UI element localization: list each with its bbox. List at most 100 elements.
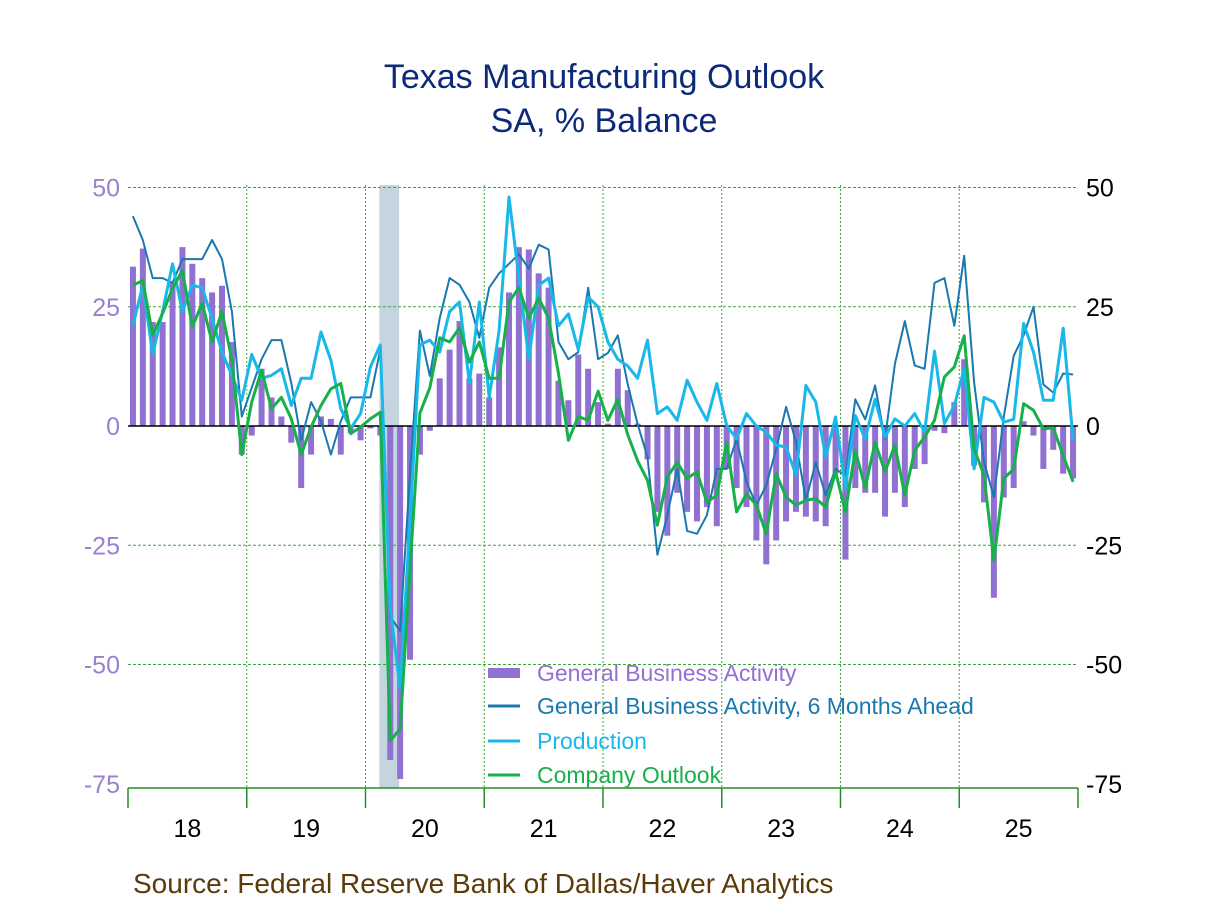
- bar-general-business-activity: [1050, 426, 1057, 450]
- y-tick-label-right: -25: [1086, 532, 1122, 560]
- legend-swatch-bar: [488, 668, 520, 678]
- bar-general-business-activity: [644, 426, 651, 460]
- legend-label: General Business Activity: [537, 660, 797, 686]
- bar-general-business-activity: [891, 426, 898, 493]
- x-tick-label: 23: [767, 815, 795, 843]
- bar-general-business-activity: [654, 426, 661, 512]
- x-tick-label: 18: [173, 815, 201, 843]
- bar-general-business-activity: [674, 426, 681, 493]
- bar-general-business-activity: [1000, 426, 1007, 498]
- bar-general-business-activity: [802, 426, 809, 517]
- bar-general-business-activity: [199, 278, 206, 426]
- bar-general-business-activity: [832, 426, 839, 474]
- bar-general-business-activity: [327, 418, 334, 426]
- bar-general-business-activity: [446, 349, 453, 426]
- x-tick-label: 20: [411, 815, 439, 843]
- bar-general-business-activity: [743, 426, 750, 508]
- bar-general-business-activity: [337, 426, 344, 455]
- bar-general-business-activity: [822, 426, 829, 527]
- bar-general-business-activity: [585, 368, 592, 426]
- x-tick-label: 25: [1005, 815, 1033, 843]
- bar-general-business-activity: [990, 426, 997, 598]
- bar-general-business-activity: [258, 368, 265, 426]
- bar-general-business-activity: [288, 426, 295, 443]
- bar-general-business-activity: [812, 426, 819, 522]
- bar-general-business-activity: [456, 321, 463, 426]
- y-tick-label-right: 25: [1086, 294, 1114, 322]
- bar-general-business-activity: [1060, 426, 1067, 474]
- bar-general-business-activity: [515, 247, 522, 426]
- bar-general-business-activity: [773, 426, 780, 541]
- bar-general-business-activity: [268, 397, 275, 426]
- bar-general-business-activity: [367, 426, 374, 429]
- bar-general-business-activity: [397, 426, 404, 779]
- bar-general-business-activity: [961, 359, 968, 426]
- y-tick-label-right: 0: [1086, 413, 1100, 441]
- bar-general-business-activity: [535, 273, 542, 426]
- line-company-outlook: [132, 269, 1075, 743]
- bar-general-business-activity: [575, 354, 582, 426]
- bar-general-business-activity: [228, 342, 235, 426]
- x-tick-label: 22: [648, 815, 676, 843]
- bar-general-business-activity: [545, 287, 552, 426]
- y-tick-label-left: -75: [84, 771, 120, 799]
- bar-general-business-activity: [921, 426, 928, 465]
- bar-general-business-activity: [149, 322, 156, 426]
- bar-general-business-activity: [466, 378, 473, 426]
- x-tick-label: 19: [292, 815, 320, 843]
- chart-subtitle: SA, % Balance: [490, 102, 718, 140]
- y-tick-label-right: -75: [1086, 771, 1122, 799]
- y-tick-label-left: 25: [92, 294, 120, 322]
- bar-general-business-activity: [139, 248, 146, 426]
- bar-general-business-activity: [565, 400, 572, 426]
- line-general-business-activity-6-months-ahead: [131, 215, 1074, 633]
- bar-general-business-activity: [1040, 426, 1047, 469]
- bar-general-business-activity: [505, 292, 512, 426]
- bar-general-business-activity: [129, 266, 136, 426]
- y-tick-label-left: 0: [106, 413, 120, 441]
- bar-general-business-activity: [496, 347, 503, 426]
- y-tick-label-right: 50: [1086, 175, 1114, 203]
- y-tick-label-left: -50: [84, 652, 120, 680]
- bar-general-business-activity: [1070, 426, 1077, 479]
- bar-general-business-activity: [209, 292, 216, 426]
- line-production: [131, 195, 1075, 690]
- bar-general-business-activity: [308, 426, 315, 455]
- bar-general-business-activity: [525, 249, 532, 426]
- y-tick-label-left: 50: [92, 175, 120, 203]
- bar-general-business-activity: [189, 263, 196, 426]
- bar-general-business-activity: [179, 247, 186, 426]
- bar-general-business-activity: [1030, 426, 1037, 436]
- bar-general-business-activity: [278, 416, 285, 426]
- source-note: Source: Federal Reserve Bank of Dallas/H…: [133, 868, 834, 899]
- bar-general-business-activity: [931, 426, 938, 431]
- bar-general-business-activity: [476, 373, 483, 426]
- bar-general-business-activity: [713, 426, 720, 527]
- bar-general-business-activity: [159, 322, 166, 426]
- bar-general-business-activity: [763, 426, 770, 565]
- bar-general-business-activity: [1020, 421, 1027, 426]
- bar-general-business-activity: [1010, 426, 1017, 489]
- bar-general-business-activity: [436, 378, 443, 426]
- bar-general-business-activity: [416, 426, 423, 455]
- bar-general-business-activity: [486, 397, 493, 426]
- legend-label: Company Outlook: [537, 762, 722, 788]
- bar-general-business-activity: [941, 426, 948, 434]
- x-tick-label: 21: [530, 815, 558, 843]
- bar-general-business-activity: [733, 426, 740, 489]
- bar-general-business-activity: [862, 426, 869, 493]
- bar-general-business-activity: [842, 426, 849, 560]
- bar-general-business-activity: [298, 426, 305, 489]
- bar-general-business-activity: [595, 402, 602, 426]
- y-tick-label-left: -25: [84, 532, 120, 560]
- bar-general-business-activity: [357, 426, 364, 441]
- bar-general-business-activity: [703, 426, 710, 508]
- bar-general-business-activity: [951, 402, 958, 426]
- bar-general-business-activity: [624, 390, 631, 426]
- bar-general-business-activity: [614, 368, 621, 426]
- bar-general-business-activity: [169, 282, 176, 426]
- x-tick-label: 24: [886, 815, 914, 843]
- legend-label: General Business Activity, 6 Months Ahea…: [537, 693, 974, 719]
